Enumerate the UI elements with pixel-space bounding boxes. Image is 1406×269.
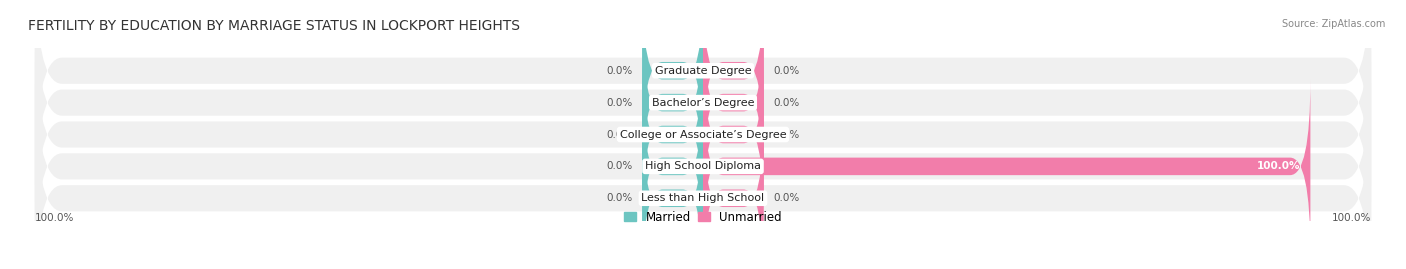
FancyBboxPatch shape <box>643 0 703 158</box>
FancyBboxPatch shape <box>703 111 763 269</box>
FancyBboxPatch shape <box>643 80 703 253</box>
FancyBboxPatch shape <box>703 0 763 158</box>
FancyBboxPatch shape <box>703 80 1310 253</box>
FancyBboxPatch shape <box>35 0 1371 217</box>
FancyBboxPatch shape <box>643 16 703 189</box>
Text: Source: ZipAtlas.com: Source: ZipAtlas.com <box>1281 19 1385 29</box>
FancyBboxPatch shape <box>35 52 1371 269</box>
Text: Bachelor’s Degree: Bachelor’s Degree <box>652 98 754 108</box>
Text: 100.0%: 100.0% <box>1257 161 1301 171</box>
FancyBboxPatch shape <box>703 16 763 189</box>
Text: 0.0%: 0.0% <box>606 129 633 140</box>
FancyBboxPatch shape <box>35 20 1371 249</box>
Text: 0.0%: 0.0% <box>773 193 800 203</box>
Text: Graduate Degree: Graduate Degree <box>655 66 751 76</box>
Text: College or Associate’s Degree: College or Associate’s Degree <box>620 129 786 140</box>
Text: 100.0%: 100.0% <box>1331 213 1371 223</box>
Text: 0.0%: 0.0% <box>606 98 633 108</box>
Text: 0.0%: 0.0% <box>773 66 800 76</box>
Text: 0.0%: 0.0% <box>606 161 633 171</box>
FancyBboxPatch shape <box>35 84 1371 269</box>
Text: High School Diploma: High School Diploma <box>645 161 761 171</box>
Text: FERTILITY BY EDUCATION BY MARRIAGE STATUS IN LOCKPORT HEIGHTS: FERTILITY BY EDUCATION BY MARRIAGE STATU… <box>28 19 520 33</box>
Text: 0.0%: 0.0% <box>773 98 800 108</box>
Text: Less than High School: Less than High School <box>641 193 765 203</box>
FancyBboxPatch shape <box>703 48 763 221</box>
Text: 100.0%: 100.0% <box>35 213 75 223</box>
Legend: Married, Unmarried: Married, Unmarried <box>620 206 786 228</box>
FancyBboxPatch shape <box>643 48 703 221</box>
Text: 0.0%: 0.0% <box>773 129 800 140</box>
Text: 0.0%: 0.0% <box>606 193 633 203</box>
FancyBboxPatch shape <box>35 0 1371 185</box>
FancyBboxPatch shape <box>643 111 703 269</box>
Text: 0.0%: 0.0% <box>606 66 633 76</box>
